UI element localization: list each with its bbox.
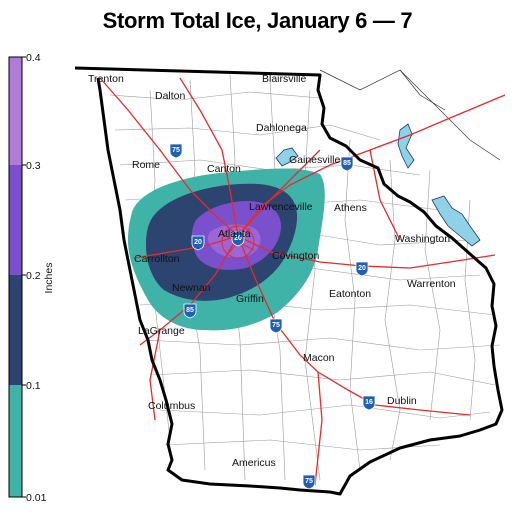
- city-lagrange: LaGrange: [138, 325, 185, 337]
- tick-0.4: 0.4: [26, 52, 41, 64]
- map-title: Storm Total Ice, January 6 — 7: [102, 8, 413, 33]
- city-macon: Macon: [303, 352, 335, 364]
- city-warrenton: Warrenton: [407, 278, 456, 290]
- neighbor-state-lines: [319, 69, 501, 161]
- tick-0.3: 0.3: [26, 160, 41, 172]
- city-columbus: Columbus: [148, 400, 195, 412]
- tick-0.2: 0.2: [26, 270, 41, 282]
- legend-colorbar: 0.4 0.3 0.2 0.1 0.01 Inches: [8, 52, 55, 504]
- city-eatonton: Eatonton: [329, 288, 371, 300]
- city-gainesville: Gainesville: [289, 154, 341, 166]
- georgia-border: [74, 66, 504, 496]
- city-griffin: Griffin: [236, 293, 264, 305]
- lakes: [275, 123, 481, 247]
- city-washington: Washington: [395, 233, 450, 245]
- city-americus: Americus: [232, 457, 276, 469]
- city-rome: Rome: [132, 159, 160, 171]
- colorbar-navy: [9, 275, 22, 385]
- city-newnan: Newnan: [172, 282, 211, 294]
- shield-label: 75: [172, 147, 180, 154]
- shield-label: 85: [343, 160, 351, 167]
- interstate-shields: 75 85 20 20 20 85 75 16 75: [169, 143, 376, 490]
- city-atlanta: Atlanta: [218, 228, 251, 240]
- colorbar-frame: [8, 56, 23, 498]
- colorbar-teal: [9, 385, 22, 497]
- shield-label: 20: [234, 235, 242, 242]
- shield-label: 85: [186, 307, 194, 314]
- shield-label: 75: [305, 478, 313, 485]
- city-lawrenceville: Lawrenceville: [249, 201, 313, 213]
- city-dublin: Dublin: [387, 395, 417, 407]
- colorbar-purple: [9, 165, 22, 275]
- city-labels: Trenton Blairsville Dalton Dahlonega Rom…: [88, 73, 456, 469]
- city-dahlonega: Dahlonega: [256, 122, 307, 134]
- tick-0.01: 0.01: [26, 492, 47, 504]
- shield-label: 16: [365, 399, 373, 406]
- shield-label: 20: [194, 239, 202, 246]
- colorbar-lavender: [9, 57, 22, 165]
- shield-label: 75: [272, 322, 280, 329]
- city-athens: Athens: [334, 202, 367, 214]
- legend-label: Inches: [43, 263, 55, 294]
- tick-0.1: 0.1: [26, 380, 41, 392]
- city-blairsville: Blairsville: [262, 73, 307, 85]
- city-carrollton: Carrollton: [134, 253, 180, 265]
- shield-label: 20: [358, 265, 366, 272]
- city-covington: Covington: [272, 250, 319, 262]
- city-dalton: Dalton: [155, 90, 186, 102]
- city-trenton: Trenton: [88, 73, 124, 85]
- city-canton: Canton: [207, 163, 241, 175]
